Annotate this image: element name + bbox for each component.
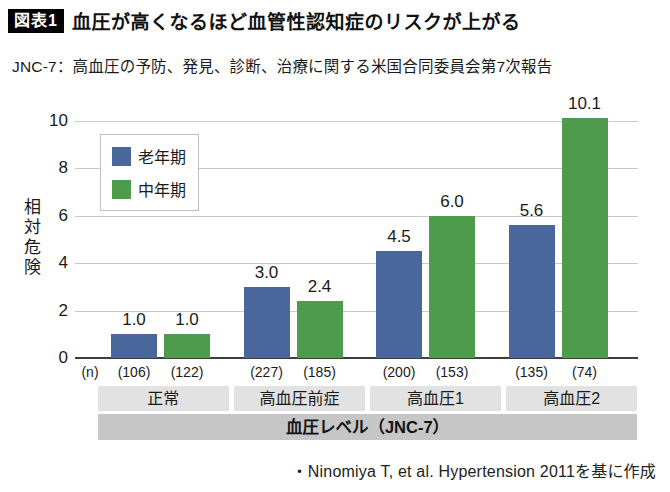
category-正常: 正常 [98, 386, 229, 411]
category-高血圧前症: 高血圧前症 [234, 386, 365, 411]
value-label: 2.4 [288, 277, 352, 297]
bar-老年期-高血圧2 [509, 225, 555, 358]
value-label: 4.5 [367, 227, 431, 247]
legend: 老年期 中年期 [100, 134, 199, 211]
y-tick-10: 10 [28, 111, 68, 131]
n-label: (185) [284, 364, 356, 380]
category-高血圧2: 高血圧2 [506, 386, 637, 411]
bar-chart: 相対危険 (n) 血圧レベル（JNC-7） 02468101.0(106)3.0… [0, 0, 670, 492]
legend-swatch-blue [112, 147, 131, 166]
legend-swatch-green [112, 180, 131, 199]
category-高血圧1: 高血圧1 [370, 386, 501, 411]
y-tick-2: 2 [28, 301, 68, 321]
figure: 図表1 血圧が高くなるほど血管性認知症のリスクが上がる JNC-7：高血圧の予防… [0, 0, 670, 492]
value-label: 6.0 [420, 192, 484, 212]
y-tick-6: 6 [28, 206, 68, 226]
n-label: (153) [416, 364, 488, 380]
group-axis-label: 血圧レベル（JNC-7） [98, 414, 637, 440]
bar-老年期-正常 [111, 334, 157, 358]
bar-中年期-高血圧1 [429, 216, 475, 359]
bar-老年期-高血圧前症 [244, 287, 290, 358]
legend-label-midlife: 中年期 [138, 177, 186, 201]
bar-中年期-正常 [164, 334, 210, 358]
bar-中年期-高血圧2 [562, 118, 608, 358]
value-label: 10.1 [553, 94, 617, 114]
legend-item-midlife: 中年期 [112, 177, 188, 201]
n-label: (122) [151, 364, 223, 380]
value-label: 1.0 [155, 310, 219, 330]
gridline-10 [75, 121, 638, 122]
n-label: (74) [549, 364, 621, 380]
legend-item-elderly: 老年期 [112, 144, 188, 168]
y-tick-4: 4 [28, 253, 68, 273]
bar-老年期-高血圧1 [376, 251, 422, 358]
legend-label-elderly: 老年期 [138, 144, 186, 168]
source-credit: ・Ninomiya T, et al. Hypertension 2011を基に… [292, 458, 656, 482]
bar-中年期-高血圧前症 [297, 301, 343, 358]
y-tick-0: 0 [28, 348, 68, 368]
value-label: 5.6 [500, 201, 564, 221]
y-tick-8: 8 [28, 158, 68, 178]
